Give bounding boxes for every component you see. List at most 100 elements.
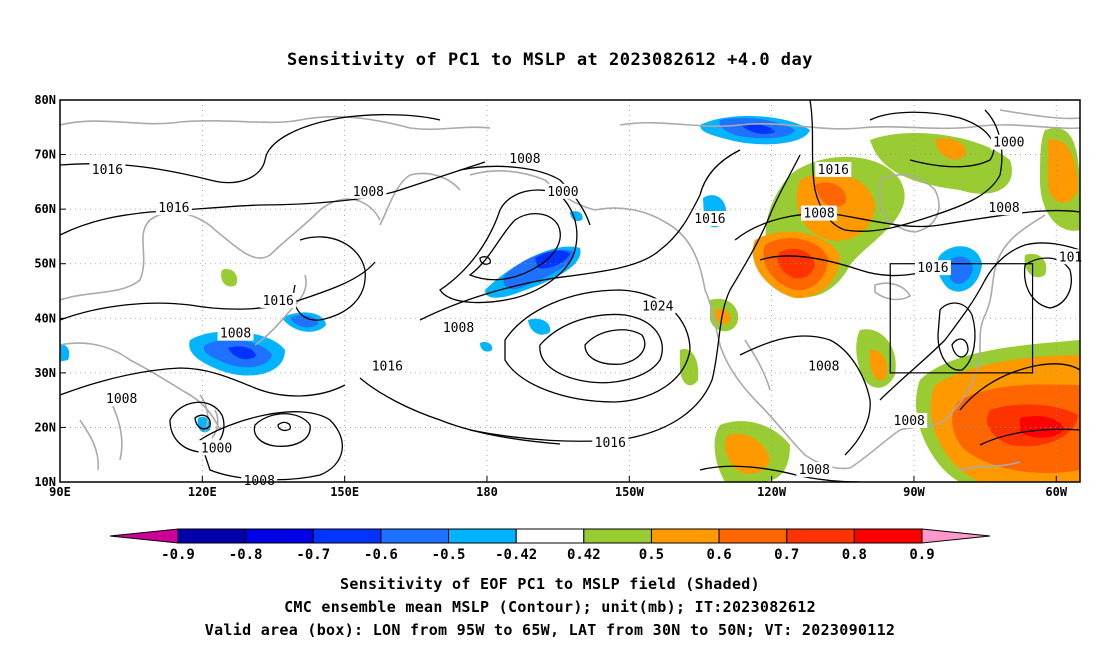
contour-label-bg	[801, 205, 838, 221]
shade-blue-strong	[535, 250, 570, 269]
contour-line	[539, 313, 663, 384]
contour-label: 1008	[241, 473, 278, 489]
contour-line	[584, 329, 646, 365]
contour-label-text: 1016	[694, 212, 725, 227]
shade-blue-strong	[228, 346, 256, 360]
contour-label: 1016	[155, 200, 192, 216]
contour-label-bg	[350, 183, 387, 199]
contour-line	[60, 367, 346, 397]
lon-tick-label: 90E	[49, 485, 71, 499]
contour-label: 1008	[350, 183, 387, 200]
contour-line	[937, 302, 976, 371]
contour-line	[479, 256, 491, 265]
shade-light-blue	[60, 344, 70, 362]
colorbar-tick-label: 0.8	[842, 547, 867, 563]
coastline-baja	[744, 339, 771, 391]
contour-label: 1008	[805, 358, 842, 374]
contour-label-text: 1016	[818, 163, 849, 178]
colorbar-tick-label: -0.9	[161, 547, 195, 563]
colorbar-tick-label: 0.42	[567, 547, 601, 563]
contour-label: 1024	[639, 298, 676, 314]
lon-tick-label: 90W	[903, 485, 925, 499]
shade-blue-strong	[740, 123, 775, 134]
contour-label: 1008	[801, 205, 838, 222]
contour-label: 1008	[217, 325, 254, 342]
contour-label: 1016	[369, 358, 406, 374]
contour-label-text: 101	[1059, 250, 1082, 265]
lon-tick-label: 150E	[330, 485, 359, 499]
contour-line	[879, 242, 1080, 401]
contour-line	[959, 363, 1080, 411]
colorbar-tick-label: 0.5	[639, 547, 664, 563]
contour-label-bg	[986, 200, 1023, 216]
contour-label: 1008	[103, 391, 140, 407]
contour-label-text: 1008	[443, 321, 474, 336]
contour-label: 1016	[914, 260, 951, 276]
colorbar-swatch	[380, 528, 450, 544]
caption-shaded: Sensitivity of EOF PC1 to MSLP field (Sh…	[340, 575, 760, 593]
contour-label-bg	[369, 358, 406, 374]
contour-label-bg	[89, 161, 126, 177]
shade-green	[221, 269, 238, 287]
contour-label: 1000	[990, 134, 1027, 151]
coastline-arctic-canada	[619, 121, 1080, 130]
shade-light-blue	[480, 341, 493, 352]
contour-line	[60, 261, 376, 321]
contour-label-text: 1008	[988, 201, 1019, 216]
caption-contour: CMC ensemble mean MSLP (Contour); unit(m…	[284, 598, 816, 616]
colorbar-tick-label: -0.8	[229, 547, 263, 563]
colorbar-swatch	[786, 528, 855, 544]
contour-label: 1016	[592, 434, 629, 451]
contour-label: 1016	[89, 161, 126, 178]
coastline-alaska	[469, 170, 706, 291]
contour-line	[809, 100, 1003, 232]
contour-line	[951, 338, 969, 358]
lon-tick-label: 120E	[188, 485, 217, 499]
contour-line	[1023, 257, 1072, 309]
coastline-asia-north	[60, 115, 491, 131]
coastline-hudson-bay	[879, 174, 940, 233]
lon-tick-label: 120W	[757, 485, 787, 499]
contour-label-bg	[544, 183, 581, 199]
contour-label-bg	[914, 260, 951, 276]
contour-line	[468, 213, 561, 281]
shade-green	[870, 132, 1012, 194]
contour-label-bg	[990, 134, 1027, 150]
lat-tick-label: 80N	[34, 93, 56, 107]
contour-label-bg	[217, 325, 254, 341]
shade-light-blue	[528, 318, 551, 335]
colorbar-tick-label: 0.6	[706, 547, 731, 563]
colorbar-tick-label: 0.9	[909, 547, 934, 563]
contour-label-text: 1008	[106, 392, 137, 407]
contour-label-text: 1016	[372, 359, 403, 374]
shade-orange	[724, 433, 770, 474]
lat-axis: 80N 70N 60N 50N 40N 30N 20N 10N	[34, 93, 66, 489]
contour-line	[734, 209, 1080, 241]
contour-line	[699, 465, 861, 482]
contour-label-text: 1000	[547, 185, 578, 200]
lon-tick-label: 60W	[1045, 485, 1067, 499]
colorbar-tick-label: 0.7	[774, 547, 799, 563]
colorbar-swatch	[245, 528, 314, 544]
contour-label: 101	[1056, 249, 1085, 265]
lon-axis: 90E 120E 150E 180 150W 120W 90W 60W	[49, 476, 1068, 499]
colorbar-tick-label: -0.5	[432, 547, 466, 563]
contour-label-bg	[260, 292, 297, 308]
contour-label-bg	[691, 211, 728, 227]
contour-label-bg	[440, 320, 477, 336]
colorbar-swatch	[312, 528, 382, 544]
contour-line	[60, 161, 486, 236]
contour-line	[60, 114, 441, 184]
contour-label-bg	[796, 462, 833, 478]
shade-orange	[1048, 139, 1078, 203]
contour-label-text: 1000	[993, 136, 1024, 151]
contour-line	[194, 414, 211, 430]
contour-line	[439, 189, 578, 304]
coastline-north-america-west	[704, 289, 851, 470]
colorbar-swatch	[583, 528, 652, 544]
contour-line	[469, 154, 801, 442]
contour-label: 1008	[891, 412, 928, 429]
contour-label-text: 1024	[642, 299, 673, 314]
lon-tick-label: 180	[476, 485, 498, 499]
colorbar-min-arrow	[109, 528, 179, 544]
